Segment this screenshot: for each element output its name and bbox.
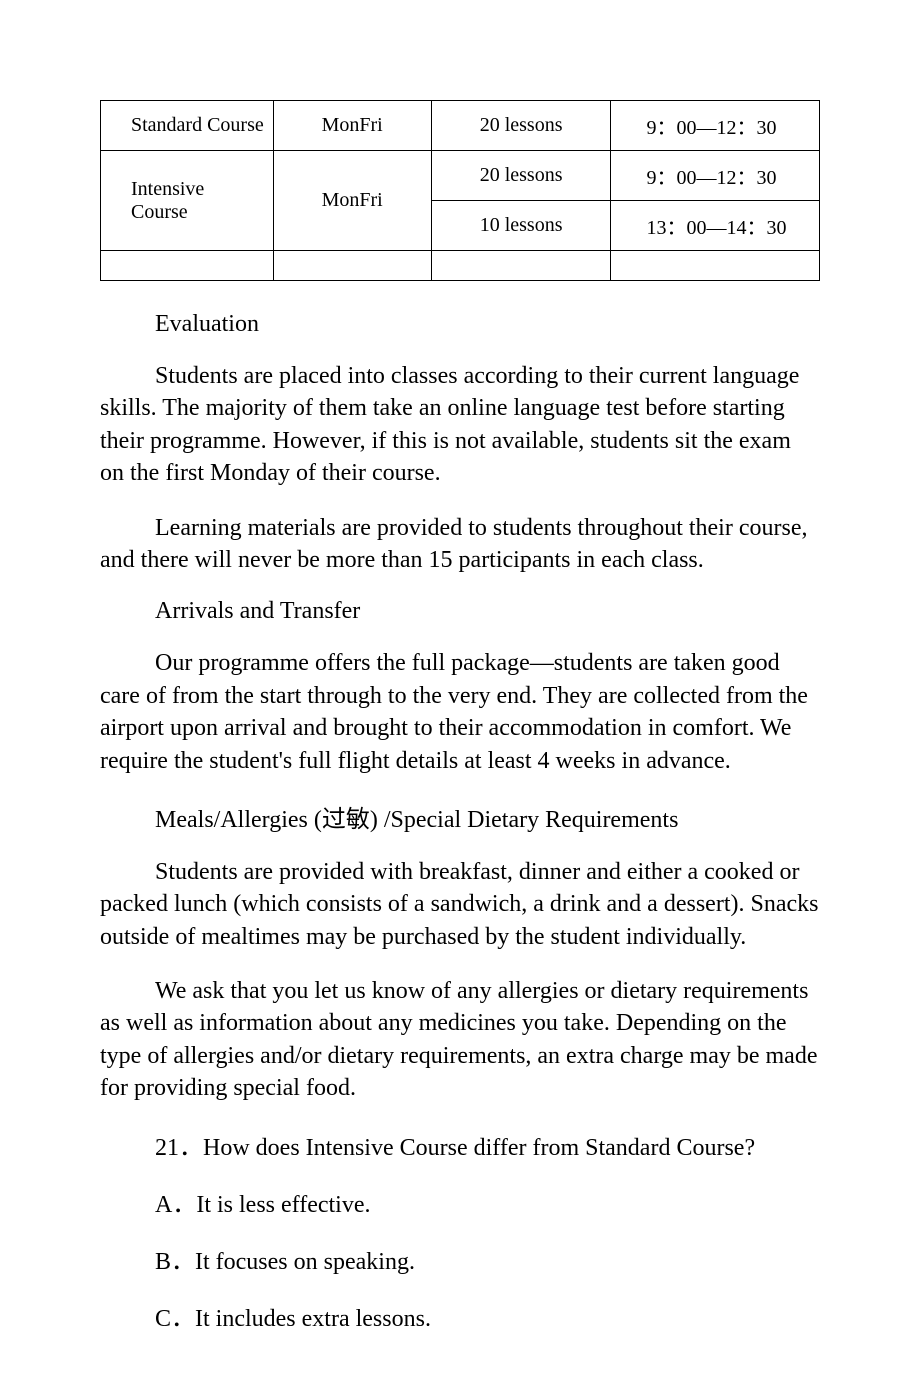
table-row: Standard Course MonFri 20 lessons 9：00—1…	[101, 101, 820, 151]
course-schedule-table: Standard Course MonFri 20 lessons 9：00—1…	[100, 100, 820, 281]
cell-lessons: 20 lessons	[431, 101, 611, 151]
cell-time: 9：00—12：30	[611, 101, 820, 151]
section-heading-evaluation: Evaluation	[100, 311, 820, 338]
option-a: A．It is less effective.	[100, 1184, 820, 1219]
cell-empty	[101, 251, 274, 281]
paragraph-text: Students are provided with breakfast, di…	[100, 856, 820, 953]
question-text: 21．How does Intensive Course differ from…	[100, 1127, 820, 1162]
option-b: B．It focuses on speaking.	[100, 1241, 820, 1276]
cell-empty	[273, 251, 431, 281]
cell-course: Intensive Course	[101, 151, 274, 251]
paragraph-text: Learning materials are provided to stude…	[100, 512, 820, 577]
section-heading-meals: Meals/Allergies (过敏) /Special Dietary Re…	[100, 799, 820, 834]
cell-empty	[611, 251, 820, 281]
cell-days: MonFri	[273, 101, 431, 151]
paragraph-text: Our programme offers the full package—st…	[100, 647, 820, 777]
paragraph-text: We ask that you let us know of any aller…	[100, 975, 820, 1105]
cell-days: MonFri	[273, 151, 431, 251]
option-c: C．It includes extra lessons.	[100, 1298, 820, 1333]
paragraph-text: Students are placed into classes accordi…	[100, 360, 820, 490]
cell-lessons: 10 lessons	[431, 201, 611, 251]
table-row-empty	[101, 251, 820, 281]
cell-time: 9：00—12：30	[611, 151, 820, 201]
cell-time: 13：00—14：30	[611, 201, 820, 251]
table-row: Intensive Course MonFri 20 lessons 9：00—…	[101, 151, 820, 201]
section-heading-arrivals: Arrivals and Transfer	[100, 598, 820, 625]
cell-empty	[431, 251, 611, 281]
cell-lessons: 20 lessons	[431, 151, 611, 201]
cell-course: Standard Course	[101, 101, 274, 151]
